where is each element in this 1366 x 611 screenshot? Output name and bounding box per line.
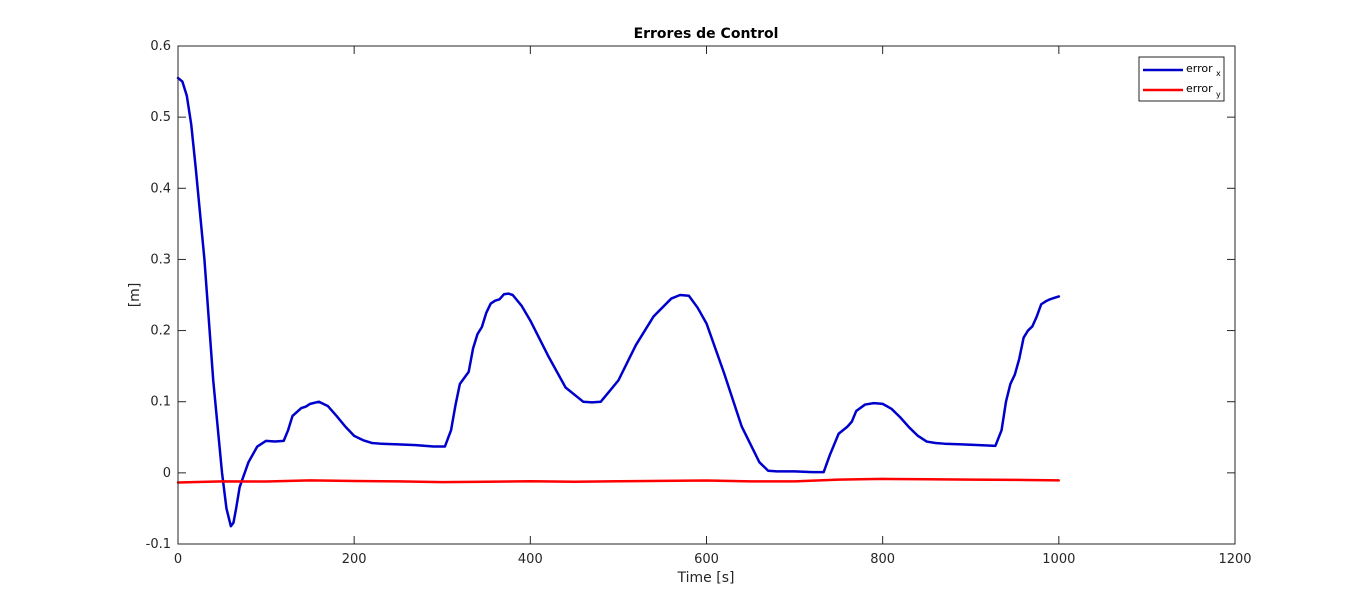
plot-area (178, 46, 1235, 544)
x-tick-label: 800 (870, 552, 895, 567)
y-tick-label: 0.3 (150, 252, 171, 267)
x-tick-label: 1200 (1218, 552, 1251, 567)
legend-label-error-x: error (1186, 62, 1213, 75)
y-tick-label: 0.5 (150, 110, 171, 125)
y-axis-ticks: -0.1 0 0.1 0.2 0.3 0.4 0.5 0.6 (146, 39, 1235, 552)
y-tick-label: 0.4 (150, 181, 171, 196)
legend-label-error-y: error (1186, 82, 1213, 95)
x-tick-label: 200 (342, 552, 367, 567)
series-line-error-y (176, 477, 1061, 484)
x-tick-label: 0 (174, 552, 182, 567)
series-layer (176, 76, 1061, 528)
y-axis-label: [m] (127, 283, 143, 308)
x-tick-label: 600 (694, 552, 719, 567)
x-tick-label: 1000 (1042, 552, 1075, 567)
legend: error x error y (1138, 56, 1225, 102)
y-tick-label: 0 (163, 466, 171, 481)
chart-title: Errores de Control (634, 26, 779, 42)
x-tick-label: 400 (518, 552, 543, 567)
legend-subscript-error-y: y (1216, 90, 1221, 99)
y-tick-label: 0.6 (150, 39, 171, 54)
series-line-error-x (176, 76, 1061, 528)
y-tick-label: 0.2 (150, 324, 171, 339)
legend-subscript-error-x: x (1216, 69, 1221, 78)
legend-box (1138, 56, 1225, 102)
x-axis-label: Time [s] (677, 570, 735, 586)
x-axis-ticks: 0 200 400 600 800 1000 1200 (174, 46, 1252, 567)
y-tick-label: -0.1 (146, 537, 171, 552)
y-tick-label: 0.1 (150, 395, 171, 410)
